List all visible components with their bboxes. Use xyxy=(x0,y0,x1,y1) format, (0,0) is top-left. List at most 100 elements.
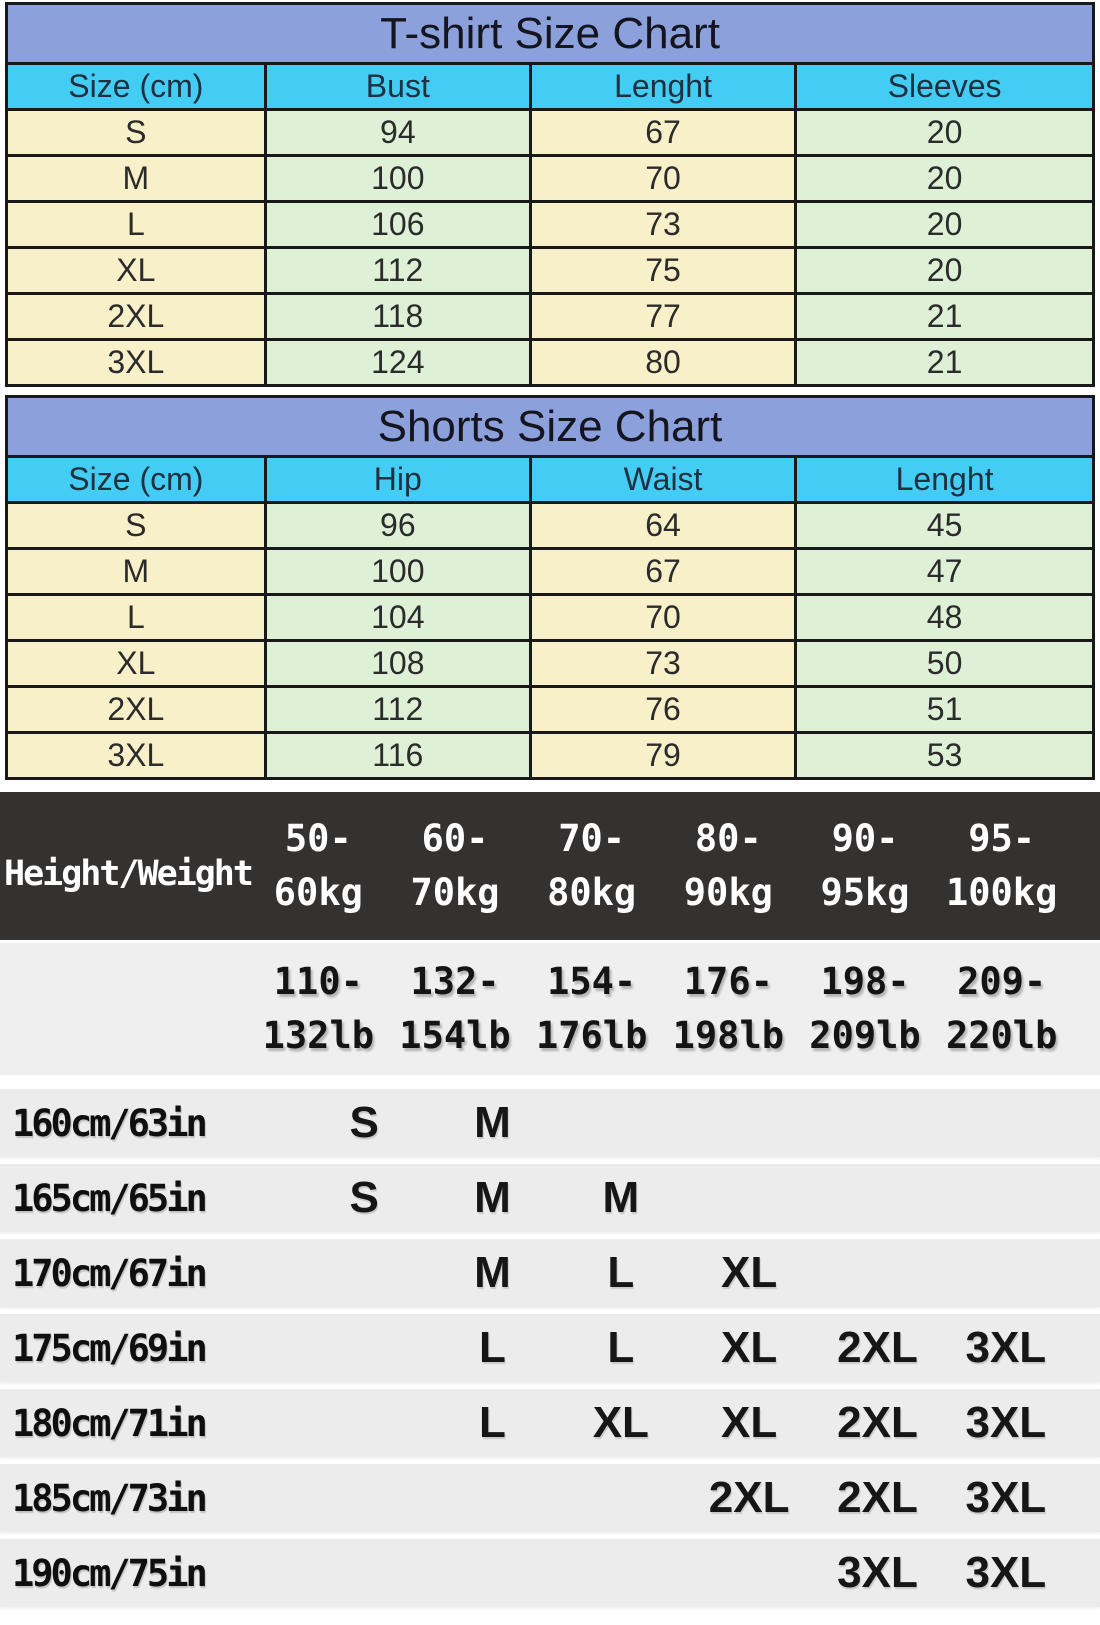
cell-length: 51 xyxy=(794,685,1095,734)
weight-range-kg-high: 95kg xyxy=(820,871,910,914)
shorts-header-length: Lenght xyxy=(794,455,1095,504)
height-row: 190cm/75in 3XL 3XL xyxy=(0,1539,1100,1607)
cell-hip: 100 xyxy=(263,547,532,596)
cell-size: S xyxy=(5,501,267,550)
cell-sleeves: 20 xyxy=(794,200,1095,249)
cell-size: M xyxy=(5,154,267,203)
size-cell: XL xyxy=(592,1398,649,1447)
weight-range-kg-high: 90kg xyxy=(683,871,773,914)
size-cell: XL xyxy=(721,1248,778,1297)
weight-range-lb-high: 220lb xyxy=(945,1014,1058,1057)
cell-bust: 112 xyxy=(263,246,532,295)
cell-size: L xyxy=(5,593,267,642)
size-cell: S xyxy=(349,1173,379,1222)
weight-range-kg: 70- 80kg xyxy=(523,812,660,919)
cell-size: 2XL xyxy=(5,292,267,341)
weight-range-lb-low: 209- xyxy=(957,960,1047,1004)
size-cell: M xyxy=(474,1173,511,1222)
size-cell: M xyxy=(474,1248,511,1297)
cell-size: M xyxy=(5,547,267,596)
height-row: 175cm/69in L L XL 2XL 3XL xyxy=(0,1314,1100,1382)
size-cell: L xyxy=(607,1248,635,1297)
cell-length: 77 xyxy=(528,292,798,341)
weight-range-lb-low: 176- xyxy=(683,960,773,1004)
weight-range-lb: 198- 209lb xyxy=(797,955,934,1062)
height-size-matrix: 160cm/63in S M 165cm/65in S M M 170cm/67… xyxy=(0,1089,1100,1607)
cell-length: 80 xyxy=(528,338,798,387)
table-row: S 96 64 45 xyxy=(5,501,1095,550)
size-cell: XL xyxy=(721,1323,778,1372)
size-cell: L xyxy=(607,1323,635,1372)
cell-bust: 124 xyxy=(263,338,532,387)
height-weight-label: Height/Weight xyxy=(4,854,254,894)
cell-waist: 67 xyxy=(528,547,798,596)
weight-range-kg-low: 90- xyxy=(831,817,899,861)
weight-range-kg-low: 60- xyxy=(421,817,489,861)
size-cell: 2XL xyxy=(708,1473,790,1522)
cell-sleeves: 20 xyxy=(794,246,1095,295)
cell-bust: 106 xyxy=(263,200,532,249)
size-cell: L xyxy=(479,1323,506,1372)
tshirt-size-table: Size (cm) Bust Lenght Sleeves S 94 67 20… xyxy=(5,62,1095,387)
shorts-size-table: Size (cm) Hip Waist Lenght S 96 64 45 M … xyxy=(5,455,1095,780)
cell-sleeves: 21 xyxy=(794,338,1095,387)
tshirt-header-bust: Bust xyxy=(263,62,532,111)
cell-waist: 70 xyxy=(528,593,798,642)
weight-range-lb-high: 176lb xyxy=(535,1014,648,1057)
weight-range-lb-low: 132- xyxy=(410,960,500,1004)
cell-bust: 118 xyxy=(263,292,532,341)
height-row: 185cm/73in 2XL 2XL 3XL xyxy=(0,1464,1100,1532)
cell-length: 53 xyxy=(794,731,1095,780)
weight-range-kg-low: 50- xyxy=(284,817,352,861)
cell-waist: 73 xyxy=(528,639,798,688)
table-row: 2XL 118 77 21 xyxy=(5,292,1095,341)
weight-range-lb-high: 198lb xyxy=(672,1014,785,1057)
size-cell: S xyxy=(349,1098,379,1147)
size-cell: M xyxy=(474,1098,511,1147)
size-cell: 3XL xyxy=(965,1323,1047,1372)
size-cell: M xyxy=(602,1173,640,1222)
cell-bust: 94 xyxy=(263,108,532,157)
cell-size: 3XL xyxy=(5,731,267,780)
cell-hip: 104 xyxy=(263,593,532,642)
weight-range-lb: 154- 176lb xyxy=(523,955,660,1062)
weight-range-kg-high: 80kg xyxy=(547,871,637,914)
weight-range-kg: 60- 70kg xyxy=(387,812,524,919)
weight-range-lb-high: 154lb xyxy=(399,1014,511,1057)
weight-range-lb-low: 198- xyxy=(820,960,910,1004)
shorts-header-waist: Waist xyxy=(528,455,798,504)
weight-range-lb-high: 132lb xyxy=(262,1014,375,1057)
cell-length: 70 xyxy=(528,154,798,203)
weight-range-kg-low: 80- xyxy=(694,817,762,861)
cell-sleeves: 20 xyxy=(794,154,1095,203)
height-row: 165cm/65in S M M xyxy=(0,1164,1100,1232)
weight-range-kg: 90- 95kg xyxy=(797,812,934,919)
table-row: 3XL 116 79 53 xyxy=(5,731,1095,780)
cell-sleeves: 20 xyxy=(794,108,1095,157)
weight-lb-band: 110- 132lb 132- 154lb 154- 176lb 176- 19… xyxy=(0,940,1100,1075)
size-cell: 3XL xyxy=(965,1398,1047,1447)
height-row: 180cm/71in L XL XL 2XL 3XL xyxy=(0,1389,1100,1457)
table-row: XL 108 73 50 xyxy=(5,639,1095,688)
weight-range-kg-high: 70kg xyxy=(410,871,500,914)
cell-length: 67 xyxy=(528,108,798,157)
weight-range-lb: 176- 198lb xyxy=(660,955,797,1062)
table-row: L 104 70 48 xyxy=(5,593,1095,642)
height-label: 185cm/73in xyxy=(12,1476,208,1520)
shorts-size-chart: Shorts Size Chart Size (cm) Hip Waist Le… xyxy=(5,395,1095,780)
cell-length: 73 xyxy=(528,200,798,249)
weight-range-kg-low: 95- xyxy=(968,817,1036,861)
weight-range-lb-low: 110- xyxy=(273,960,363,1004)
height-label: 170cm/67in xyxy=(12,1251,208,1295)
size-cell: 3XL xyxy=(965,1473,1047,1522)
cell-size: 3XL xyxy=(5,338,267,387)
weight-range-kg: 50- 60kg xyxy=(250,812,387,919)
cell-length: 50 xyxy=(794,639,1095,688)
height-label: 180cm/71in xyxy=(12,1401,208,1445)
cell-hip: 116 xyxy=(263,731,532,780)
table-row: M 100 70 20 xyxy=(5,154,1095,203)
cell-length: 45 xyxy=(794,501,1095,550)
cell-bust: 100 xyxy=(263,154,532,203)
cell-hip: 96 xyxy=(263,501,532,550)
cell-size: S xyxy=(5,108,267,157)
